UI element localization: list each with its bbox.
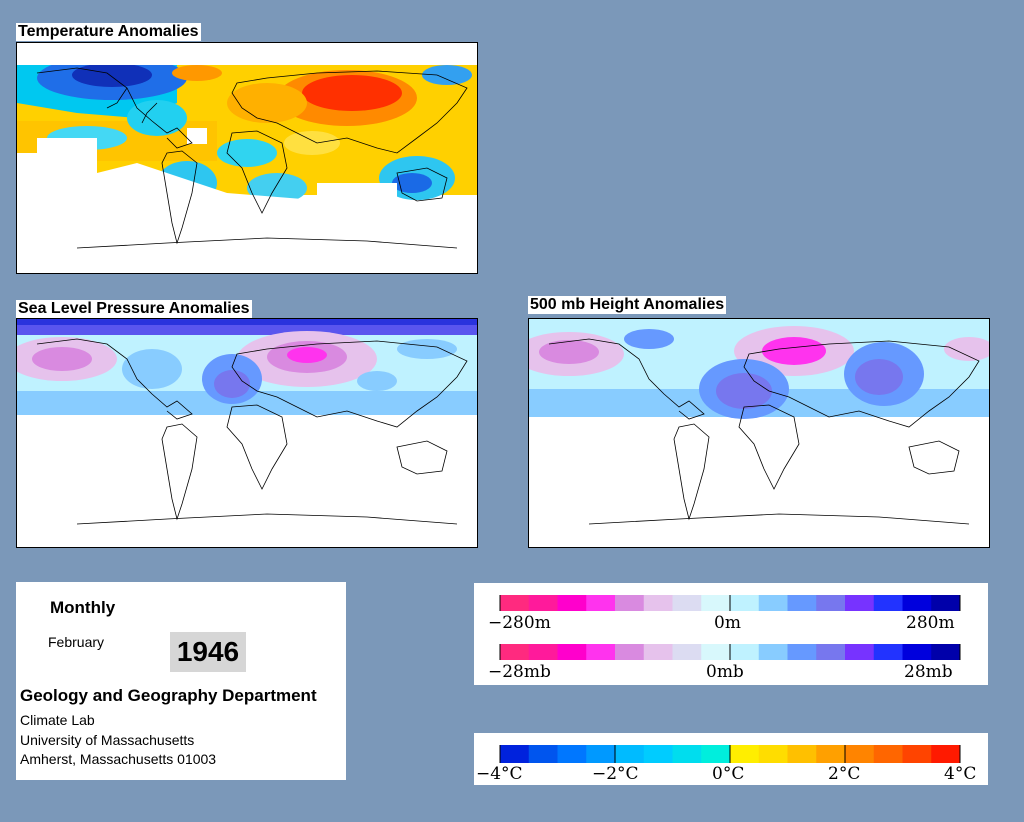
temp-scale-swatch-14 [902, 745, 932, 763]
slp-scale-swatch-10 [787, 644, 817, 660]
temp-scale-swatch-10 [787, 745, 817, 763]
temp-scale-label-0: −4°C [476, 764, 523, 784]
slp-scale-label-mid: 0mb [706, 662, 744, 682]
info-panel: Monthly February 1946 Geology and Geogra… [16, 582, 346, 780]
slp-scale-swatch-6 [672, 644, 702, 660]
height-scale-swatch-8 [730, 595, 760, 611]
height-scale-swatch-2 [557, 595, 587, 611]
temp-scale-swatch-2 [557, 745, 587, 763]
lab-name: Climate Lab [20, 712, 95, 728]
month-label: February [48, 634, 105, 650]
slp-map-canvas [17, 319, 477, 547]
height-scale-swatch-6 [672, 595, 702, 611]
slp-scale-swatch-7 [701, 644, 731, 660]
temperature-anomaly-field [17, 56, 477, 205]
temp-scale-label-2: 0°C [712, 764, 744, 784]
height-scale-swatch-13 [873, 595, 903, 611]
temp-scale-swatch-12 [845, 745, 875, 763]
temp-scale-swatch-7 [701, 745, 731, 763]
slp-scale-swatch-1 [528, 644, 558, 660]
temp-scale-swatch-4 [615, 745, 645, 763]
temp-scale-swatch-15 [931, 745, 961, 763]
period-label: Monthly [50, 598, 116, 617]
height-scale-swatch-4 [615, 595, 645, 611]
height-scale-swatch-14 [902, 595, 932, 611]
temp-scale-label-4: 4°C [944, 764, 976, 784]
missing-data-mask [17, 43, 477, 273]
coastlines [548, 338, 980, 525]
height-scale-swatch-12 [845, 595, 875, 611]
temperature-anomaly-map[interactable] [16, 42, 478, 274]
height-scale-swatch-10 [787, 595, 817, 611]
height-scale-label-max: 280m [906, 613, 955, 633]
height500-map-title: 500 mb Height Anomalies [528, 296, 727, 314]
temp-scale-swatch-8 [730, 745, 760, 763]
coastlines [36, 67, 468, 249]
slp-map-title: Sea Level Pressure Anomalies [16, 300, 252, 318]
height-scale-swatch-7 [701, 595, 731, 611]
temp-scale-swatch-9 [758, 745, 788, 763]
slp-scale-label-min: −28mb [488, 662, 551, 682]
height-scale-swatch-1 [528, 595, 558, 611]
temp-scale-label-3: 2°C [828, 764, 860, 784]
height-scale-label-min: −280m [488, 613, 551, 633]
slp-scale-swatch-13 [873, 644, 903, 660]
height-scale-swatch-11 [816, 595, 846, 611]
temp-scale-label-1: −2°C [592, 764, 639, 784]
slp-scale-swatch-4 [615, 644, 645, 660]
slp-scale-swatch-0 [500, 644, 530, 660]
university-name: University of Massachusetts [20, 732, 195, 748]
temperature-color-scale [499, 745, 961, 763]
year-label: 1946 [170, 632, 246, 672]
address-line: Amherst, Massachusetts 01003 [20, 751, 217, 767]
temp-scale-swatch-1 [528, 745, 558, 763]
coastlines [36, 338, 468, 525]
height500-anomaly-field [529, 319, 989, 419]
slp-anomaly-map[interactable] [16, 318, 478, 548]
slp-anomaly-field [17, 319, 477, 415]
temp-scale-swatch-3 [586, 745, 616, 763]
slp-scale-swatch-11 [816, 644, 846, 660]
slp-scale-swatch-8 [730, 644, 760, 660]
height-scale-swatch-3 [586, 595, 616, 611]
height-slp-legend-panel: −280m 0m 280m −28mb 0mb 28mb [474, 583, 988, 685]
height-scale-label-mid: 0m [714, 613, 741, 633]
height-scale-swatch-5 [643, 595, 673, 611]
slp-scale-swatch-3 [586, 644, 616, 660]
height500-anomaly-map[interactable] [528, 318, 990, 548]
temp-scale-swatch-0 [500, 745, 530, 763]
height500-map-canvas [529, 319, 989, 547]
height-scale-swatch-15 [931, 595, 961, 611]
height-scale-swatch-0 [500, 595, 530, 611]
slp-color-scale [499, 644, 961, 660]
temperature-legend-panel: −4°C −2°C 0°C 2°C 4°C [474, 733, 988, 785]
slp-scale-swatch-5 [643, 644, 673, 660]
temp-scale-swatch-11 [816, 745, 846, 763]
temperature-map-title: Temperature Anomalies [16, 23, 201, 41]
slp-scale-swatch-15 [931, 644, 961, 660]
slp-scale-label-max: 28mb [904, 662, 953, 682]
slp-scale-swatch-9 [758, 644, 788, 660]
height-color-scale [499, 595, 961, 611]
temp-scale-swatch-6 [672, 745, 702, 763]
slp-scale-swatch-12 [845, 644, 875, 660]
temperature-map-canvas [17, 43, 477, 273]
temp-scale-swatch-13 [873, 745, 903, 763]
slp-scale-swatch-14 [902, 644, 932, 660]
department-name: Geology and Geography Department [20, 686, 317, 705]
temp-scale-swatch-5 [643, 745, 673, 763]
slp-scale-swatch-2 [557, 644, 587, 660]
height-scale-swatch-9 [758, 595, 788, 611]
